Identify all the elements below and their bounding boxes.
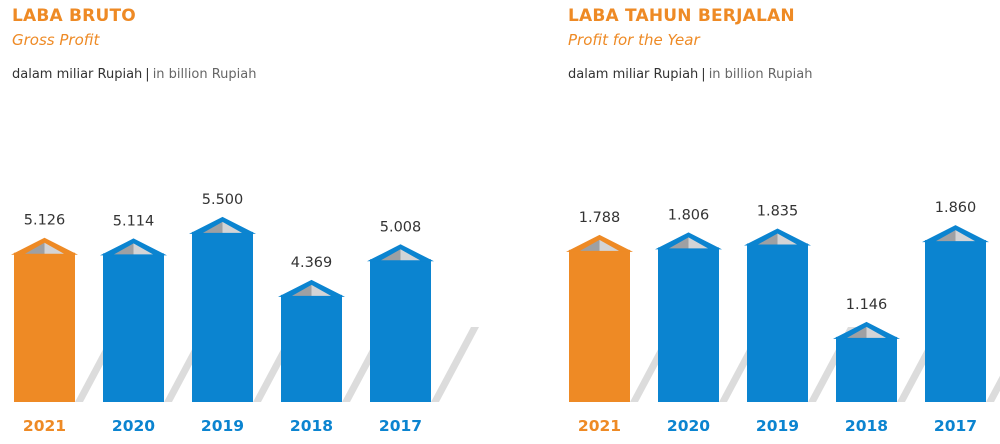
x-tick-label: 2017 xyxy=(379,417,422,435)
bar-group-2017: 1.860 2017 xyxy=(922,200,1000,435)
chart-title: LABA TAHUN BERJALAN xyxy=(568,6,795,26)
chart-subtitle: Gross Profit xyxy=(12,31,100,49)
bar xyxy=(281,294,342,402)
data-label: 1.835 xyxy=(757,203,799,219)
bar xyxy=(14,252,75,402)
profit-for-year-chart: 1.788 2021 1.806 2020 1.835 2019 1.146 2018 1.86… xyxy=(566,200,1000,435)
bar-roof-facet-dark xyxy=(203,221,223,233)
bar xyxy=(836,336,897,402)
data-label: 5.114 xyxy=(113,213,155,229)
bar xyxy=(192,231,253,402)
unit-separator: | xyxy=(145,67,150,82)
profit-for-year-panel: LABA TAHUN BERJALAN Profit for the Year … xyxy=(556,0,1000,444)
bar xyxy=(747,243,808,402)
bar xyxy=(370,259,431,402)
bar-group-2021: 5.126 2021 xyxy=(11,213,123,435)
x-tick-label: 2017 xyxy=(934,417,977,435)
gross-profit-panel: LABA BRUTO Gross Profit dalam miliar Rup… xyxy=(0,0,480,444)
bar-roof-facet-light xyxy=(44,242,64,254)
x-tick-label: 2019 xyxy=(201,417,244,435)
bar-group-2017: 5.008 2017 xyxy=(367,219,479,435)
data-label: 1.860 xyxy=(935,200,977,216)
data-label: 1.788 xyxy=(579,210,621,226)
bar-roof-facet-light xyxy=(955,230,975,242)
unit-label-id: dalam miliar Rupiah xyxy=(12,67,143,82)
bar-group-2021: 1.788 2021 xyxy=(566,210,678,435)
x-tick-label: 2021 xyxy=(23,417,66,435)
bar xyxy=(569,249,630,402)
data-label: 1.146 xyxy=(846,297,888,313)
chart-title: LABA BRUTO xyxy=(12,6,136,26)
bar-group-2020: 5.114 2020 xyxy=(100,213,212,435)
bar xyxy=(658,247,719,402)
bar-roof-facet-dark xyxy=(847,326,867,338)
bar-roof-facet-light xyxy=(866,326,886,338)
bar-roof-facet-dark xyxy=(114,243,134,255)
data-label: 1.806 xyxy=(668,207,710,223)
x-tick-label: 2018 xyxy=(290,417,333,435)
unit-label-en: in billion Rupiah xyxy=(152,67,257,82)
bar-roof-facet-light xyxy=(222,221,242,233)
gross-profit-chart: 5.126 2021 5.114 2020 5.500 2019 4.369 2018 5.00… xyxy=(11,192,479,435)
unit-label-en: in billion Rupiah xyxy=(708,67,813,82)
bar-roof-facet-light xyxy=(133,243,153,255)
bar-roof-facet-light xyxy=(311,284,331,296)
bar-roof-facet-dark xyxy=(758,233,778,245)
bar-shadow xyxy=(431,327,479,402)
bar-roof-facet-dark xyxy=(292,284,312,296)
bar-group-2018: 4.369 2018 xyxy=(278,255,390,435)
x-tick-label: 2021 xyxy=(578,417,621,435)
bar xyxy=(103,253,164,402)
chart-subtitle: Profit for the Year xyxy=(568,31,700,49)
unit-label-id: dalam miliar Rupiah xyxy=(568,67,699,82)
unit-label: dalam miliar Rupiah | in billion Rupiah xyxy=(12,67,256,82)
x-tick-label: 2019 xyxy=(756,417,799,435)
bar-roof-facet-light xyxy=(400,249,420,261)
bar-shadow xyxy=(986,375,1000,402)
bar-roof-facet-dark xyxy=(580,239,600,251)
data-label: 5.500 xyxy=(202,192,244,208)
unit-label: dalam miliar Rupiah | in billion Rupiah xyxy=(568,67,812,82)
bar-roof-facet-dark xyxy=(381,249,401,261)
data-label: 5.008 xyxy=(380,219,422,235)
x-tick-label: 2020 xyxy=(112,417,155,435)
bar-roof-facet-dark xyxy=(25,242,45,254)
x-tick-label: 2018 xyxy=(845,417,888,435)
bar-roof-facet-light xyxy=(777,233,797,245)
bar-roof-facet-light xyxy=(599,239,619,251)
unit-separator: | xyxy=(701,67,706,82)
data-label: 5.126 xyxy=(24,213,66,229)
bar-roof-facet-light xyxy=(688,237,708,249)
bar xyxy=(925,240,986,402)
bar-roof-facet-dark xyxy=(669,237,689,249)
x-tick-label: 2020 xyxy=(667,417,710,435)
bar-roof-facet-dark xyxy=(936,230,956,242)
data-label: 4.369 xyxy=(291,255,333,271)
bar-group-2018: 1.146 2018 xyxy=(833,297,945,435)
